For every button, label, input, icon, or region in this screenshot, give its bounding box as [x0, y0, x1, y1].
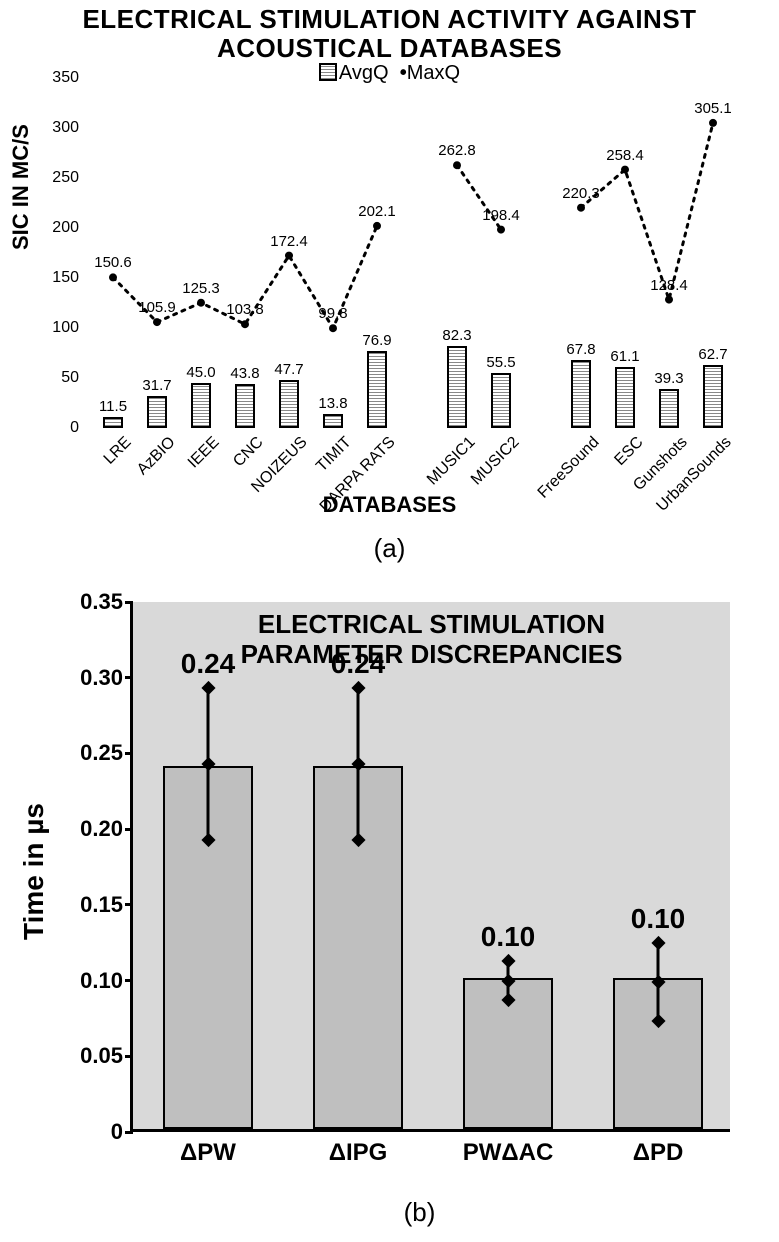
chart-a-max-label: 103.8	[226, 301, 264, 318]
chart-b-ytick: 0.10	[80, 968, 123, 994]
chart-b-errorbar	[507, 961, 510, 1000]
chart-b-value-label: 0.24	[181, 648, 236, 680]
chart-b-category: PWΔAC	[463, 1139, 554, 1167]
chart-a-ytick: 0	[70, 419, 79, 437]
chart-a-ytick: 50	[61, 369, 79, 387]
chart-b-ytick: 0.15	[80, 892, 123, 918]
chart-b-errorbar	[657, 943, 660, 1022]
chart-a-bar	[447, 346, 467, 428]
chart-a-ytick: 300	[52, 119, 79, 137]
chart-a-bar-label: 67.8	[566, 341, 595, 358]
chart-a-bar-label: 82.3	[442, 327, 471, 344]
chart-a-max-label: 202.1	[358, 203, 396, 220]
chart-a-category: MUSIC2	[468, 434, 523, 489]
chart-b-ytick: 0.30	[80, 665, 123, 691]
chart-a-bar	[279, 380, 299, 428]
chart-b-value-label: 0.10	[481, 921, 536, 953]
chart-a-bar-label: 13.8	[318, 395, 347, 412]
chart-a-title: ELECTRICAL STIMULATION ACTIVITY AGAINST …	[0, 5, 779, 62]
chart-b-ylabel: Time in µs	[18, 803, 50, 940]
chart-b-subfig: (b)	[30, 1197, 779, 1228]
chart-b-ytick: 0.35	[80, 589, 123, 615]
chart-a-bar	[571, 360, 591, 428]
chart-a-bar	[615, 367, 635, 428]
chart-a-max-label: 262.8	[438, 142, 476, 159]
chart-a-bar	[367, 351, 387, 428]
chart-a-ytick: 150	[52, 269, 79, 287]
chart-b-ytick: 0.20	[80, 816, 123, 842]
chart-a-bar-label: 61.1	[610, 348, 639, 365]
chart-a-max-label: 128.4	[650, 277, 688, 294]
chart-a-bar	[191, 383, 211, 428]
chart-b-value-label: 0.10	[631, 903, 686, 935]
chart-b-errorbar	[207, 688, 210, 839]
chart-a-category: ESC	[611, 434, 647, 470]
chart-a-bar-label: 62.7	[698, 346, 727, 363]
chart-a-bar-label: 47.7	[274, 361, 303, 378]
chart-a-bar	[103, 417, 123, 429]
chart-a-bar-label: 45.0	[186, 364, 215, 381]
chart-a-bar-label: 11.5	[99, 398, 127, 415]
chart-a-bar-label: 43.8	[230, 365, 259, 382]
chart-a-category: AzBIO	[134, 434, 179, 479]
chart-a-xlabel: DATABASES	[0, 492, 779, 518]
chart-b-ytick: 0.25	[80, 740, 123, 766]
chart-b-value-label: 0.24	[331, 648, 386, 680]
chart-a-bar	[323, 414, 343, 428]
chart-a-ytick: 100	[52, 319, 79, 337]
chart-b-plot: ELECTRICAL STIMULATION PARAMETER DISCREP…	[130, 602, 730, 1132]
chart-a-category: CNC	[230, 434, 267, 471]
chart-a-bar	[235, 384, 255, 428]
chart-a-subfig: (a)	[0, 533, 779, 564]
chart-a-ytick: 250	[52, 169, 79, 187]
chart-a-bar-label: 76.9	[362, 332, 391, 349]
chart-a-bar-label: 39.3	[654, 370, 683, 387]
chart-b-ytick: 0	[111, 1119, 123, 1145]
chart-b-ytick: 0.05	[80, 1043, 123, 1069]
chart-a-max-label: 125.3	[182, 280, 220, 297]
chart-a-max-label: 220.3	[562, 185, 600, 202]
chart-a-plot: 05010015020025030035011.5LRE31.7AzBIO45.…	[85, 78, 765, 428]
chart-a-category: MUSIC1	[424, 434, 479, 489]
chart-a-ytick: 200	[52, 219, 79, 237]
chart-a-bar	[703, 365, 723, 428]
chart-a-max-label: 172.4	[270, 233, 308, 250]
chart-a: ELECTRICAL STIMULATION ACTIVITY AGAINST …	[0, 0, 779, 570]
chart-a-max-label: 198.4	[482, 207, 520, 224]
chart-a-bar-label: 31.7	[142, 377, 171, 394]
chart-b-category: ΔPD	[633, 1139, 684, 1167]
chart-a-max-label: 150.6	[94, 254, 132, 271]
chart-a-bar	[147, 396, 167, 428]
chart-a-max-label: 305.1	[694, 100, 732, 117]
chart-a-max-label: 258.4	[606, 147, 644, 164]
chart-a-bar	[491, 373, 511, 429]
chart-a-ylabel: SIC IN MC/S	[8, 124, 34, 250]
chart-a-category: LRE	[101, 434, 136, 469]
chart-a-category: IEEE	[185, 434, 224, 473]
chart-b-category: ΔIPG	[329, 1139, 388, 1167]
chart-a-bar-label: 55.5	[486, 354, 515, 371]
chart-b-errorbar	[357, 688, 360, 839]
chart-a-bar	[659, 389, 679, 428]
chart-b: Time in µs ELECTRICAL STIMULATION PARAME…	[0, 570, 779, 1242]
chart-a-max-label: 99.8	[318, 305, 347, 322]
chart-a-max-label: 105.9	[138, 299, 176, 316]
chart-a-ytick: 350	[52, 69, 79, 87]
chart-b-category: ΔPW	[180, 1139, 236, 1167]
